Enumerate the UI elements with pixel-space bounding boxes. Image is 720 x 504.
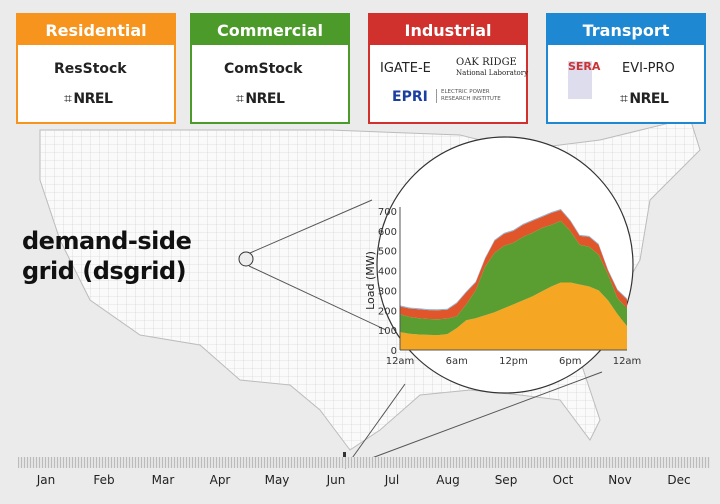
x-tick-label: 6am xyxy=(446,356,468,367)
month-label[interactable]: Nov xyxy=(608,473,632,487)
comstock-logo: ComStock xyxy=(224,61,303,77)
nrel-logo: NREL xyxy=(236,91,284,107)
resstock-logo: ResStock xyxy=(54,61,127,77)
evi-pro-logo: EVI-PRO xyxy=(622,61,675,76)
y-tick-label: 100 xyxy=(378,326,397,337)
y-axis-label: Load (MW) xyxy=(364,251,377,310)
card-title: Commercial xyxy=(192,15,348,45)
y-tick-label: 200 xyxy=(378,306,397,317)
card-title: Transport xyxy=(548,15,704,45)
zoom-connector-lines xyxy=(248,199,603,469)
nrel-logo: NREL xyxy=(64,91,112,107)
area-residential xyxy=(400,282,627,350)
x-tick-label: 12am xyxy=(613,356,642,367)
page-title: demand-side grid (dsgrid) xyxy=(22,227,192,285)
epri-text: ELECTRIC POWER RESEARCH INSTITUTE xyxy=(436,89,501,103)
y-tick-label: 0 xyxy=(391,346,397,357)
month-label[interactable]: Aug xyxy=(436,473,460,487)
igate-e-logo: IGATE-E xyxy=(380,61,431,76)
epri-logo: EPRI xyxy=(392,89,428,105)
card-transport: Transport SERA EVI-PRO NREL xyxy=(546,13,706,124)
month-label[interactable]: Jan xyxy=(36,473,56,487)
nrel-logo: NREL xyxy=(620,91,668,107)
area-commercial xyxy=(400,220,627,336)
x-tick-label: 12pm xyxy=(499,356,528,367)
month-label[interactable]: Jul xyxy=(384,473,400,487)
card-title: Industrial xyxy=(370,15,526,45)
area-industrial xyxy=(400,210,627,320)
y-tick-label: 300 xyxy=(378,286,397,297)
y-tick-label: 600 xyxy=(378,227,397,238)
card-industrial: Industrial IGATE-E OAK RIDGE National Lab… xyxy=(368,13,528,124)
month-label[interactable]: Mar xyxy=(151,473,175,487)
y-tick-label: 500 xyxy=(378,247,397,258)
month-label[interactable]: Sep xyxy=(494,473,518,487)
y-tick-label: 400 xyxy=(378,267,397,278)
selected-county-marker xyxy=(238,251,254,267)
ornl-logo: OAK RIDGE National Laboratory xyxy=(456,57,529,77)
month-label[interactable]: Dec xyxy=(667,473,691,487)
card-residential: Residential ResStock NREL xyxy=(16,13,176,124)
y-tick-label: 700 xyxy=(378,207,397,218)
month-label[interactable]: Apr xyxy=(209,473,231,487)
month-label[interactable]: Feb xyxy=(93,473,115,487)
month-label[interactable]: Oct xyxy=(552,473,574,487)
month-label[interactable]: May xyxy=(264,473,290,487)
card-commercial: Commercial ComStock NREL xyxy=(190,13,350,124)
x-tick-label: 6pm xyxy=(559,356,581,367)
year-timeline[interactable] xyxy=(18,457,710,468)
card-title: Residential xyxy=(18,15,174,45)
month-label[interactable]: Jun xyxy=(326,473,346,487)
x-tick-label: 12am xyxy=(386,356,415,367)
